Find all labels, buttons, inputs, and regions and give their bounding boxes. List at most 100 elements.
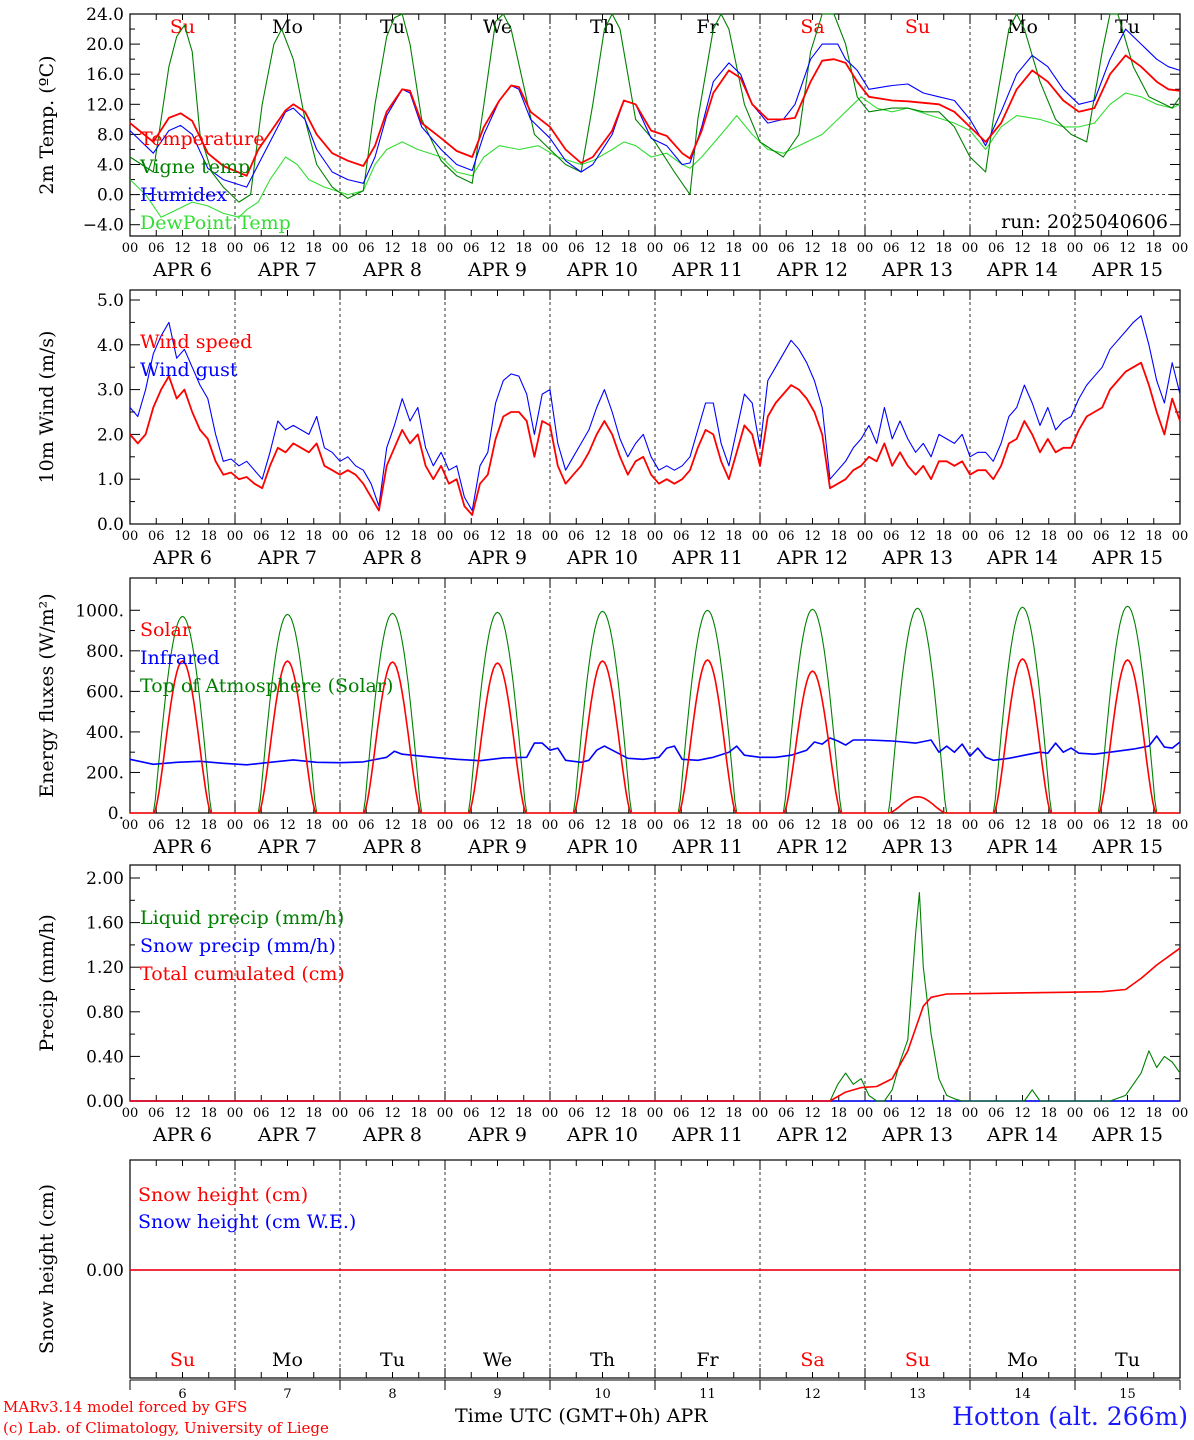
temp-date-label: APR 7 bbox=[257, 259, 317, 281]
energy-hour-label: 18 bbox=[515, 818, 532, 833]
temp-hour-label: 12 bbox=[1014, 241, 1031, 256]
temp-hour-label: 12 bbox=[1119, 241, 1136, 256]
precip-hour-label: 00 bbox=[647, 1106, 664, 1121]
temp-series-dewpoint-temp bbox=[129, 92, 1181, 218]
day-number-label: 7 bbox=[283, 1387, 291, 1402]
temp-hour-label: 00 bbox=[1172, 241, 1189, 256]
wind-series-wind-gust bbox=[129, 315, 1181, 512]
energy-hour-label: 18 bbox=[410, 818, 427, 833]
energy-hour-label: 06 bbox=[568, 818, 585, 833]
wind-y-tick-label: 2.0 bbox=[97, 425, 124, 445]
wind-date-label: APR 6 bbox=[152, 547, 212, 569]
energy-hour-label: 12 bbox=[909, 818, 926, 833]
energy-hour-label: 12 bbox=[1119, 818, 1136, 833]
temp-date-label: APR 14 bbox=[986, 259, 1058, 281]
wind-date-label: APR 12 bbox=[776, 547, 848, 569]
snow-legend-entry: Snow height (cm) bbox=[138, 1184, 308, 1206]
precip-hour-label: 00 bbox=[857, 1106, 874, 1121]
wind-hour-label: 18 bbox=[1145, 529, 1162, 544]
energy-series-top-of-atmosphere-solar- bbox=[130, 605, 1180, 814]
energy-hour-label: 18 bbox=[725, 818, 742, 833]
energy-hour-label: 06 bbox=[883, 818, 900, 833]
temp-date-label: APR 11 bbox=[671, 259, 743, 281]
energy-hour-label: 12 bbox=[594, 818, 611, 833]
temp-hour-label: 00 bbox=[857, 241, 874, 256]
precip-legend-entry: Total cumulated (cm) bbox=[140, 963, 345, 985]
energy-y-tick-label: 800. bbox=[86, 642, 124, 662]
temp-weekday-label: Tu bbox=[380, 16, 405, 38]
precip-date-label: APR 9 bbox=[467, 1124, 527, 1146]
temp-date-label: APR 15 bbox=[1091, 259, 1163, 281]
precip-hour-label: 18 bbox=[620, 1106, 637, 1121]
wind-hour-label: 12 bbox=[174, 529, 191, 544]
snow-weekday-label: Tu bbox=[1115, 1349, 1140, 1371]
wind-date-label: APR 8 bbox=[362, 547, 422, 569]
snow-weekday-label: Mo bbox=[272, 1349, 303, 1371]
wind-hour-label: 12 bbox=[909, 529, 926, 544]
precip-hour-label: 00 bbox=[332, 1106, 349, 1121]
energy-hour-label: 06 bbox=[1093, 818, 1110, 833]
temp-y-tick-label: 16.0 bbox=[86, 65, 124, 85]
temp-weekday-label: Su bbox=[905, 16, 930, 38]
temp-hour-label: 18 bbox=[410, 241, 427, 256]
temp-weekday-label: Th bbox=[590, 16, 615, 38]
precip-hour-label: 06 bbox=[988, 1106, 1005, 1121]
energy-hour-label: 00 bbox=[332, 818, 349, 833]
wind-y-tick-label: 0.0 bbox=[97, 515, 124, 535]
temp-hour-label: 00 bbox=[752, 241, 769, 256]
wind-hour-label: 06 bbox=[358, 529, 375, 544]
precip-y-tick-label: 2.00 bbox=[86, 869, 124, 889]
wind-y-tick-label: 5.0 bbox=[97, 291, 124, 311]
day-number-label: 8 bbox=[388, 1387, 396, 1402]
wind-hour-label: 00 bbox=[542, 529, 559, 544]
temp-hour-label: 00 bbox=[332, 241, 349, 256]
precip-hour-label: 12 bbox=[1014, 1106, 1031, 1121]
station-name: Hotton (alt. 266m) bbox=[952, 1402, 1188, 1431]
energy-hour-label: 06 bbox=[148, 818, 165, 833]
wind-hour-label: 18 bbox=[410, 529, 427, 544]
precip-hour-label: 06 bbox=[463, 1106, 480, 1121]
day-number-label: 13 bbox=[909, 1387, 926, 1402]
precip-hour-label: 18 bbox=[200, 1106, 217, 1121]
temp-hour-label: 12 bbox=[174, 241, 191, 256]
temp-hour-label: 06 bbox=[988, 241, 1005, 256]
energy-hour-label: 18 bbox=[935, 818, 952, 833]
energy-legend-entry: Infrared bbox=[140, 647, 220, 669]
temp-hour-label: 18 bbox=[620, 241, 637, 256]
precip-hour-label: 18 bbox=[515, 1106, 532, 1121]
temp-hour-label: 18 bbox=[1040, 241, 1057, 256]
energy-hour-label: 00 bbox=[227, 818, 244, 833]
temp-weekday-label: Mo bbox=[272, 16, 303, 38]
energy-date-label: APR 11 bbox=[671, 836, 743, 858]
temp-hour-label: 12 bbox=[594, 241, 611, 256]
snow-weekday-label: Th bbox=[590, 1349, 615, 1371]
temp-date-label: APR 6 bbox=[152, 259, 212, 281]
precip-hour-label: 06 bbox=[358, 1106, 375, 1121]
wind-hour-label: 00 bbox=[1067, 529, 1084, 544]
precip-date-label: APR 6 bbox=[152, 1124, 212, 1146]
precip-hour-label: 00 bbox=[122, 1106, 139, 1121]
day-number-label: 15 bbox=[1119, 1387, 1136, 1402]
temp-legend-entry: Temperature bbox=[140, 128, 264, 150]
wind-series-wind-speed bbox=[129, 361, 1181, 516]
wind-date-label: APR 14 bbox=[986, 547, 1058, 569]
temp-hour-label: 06 bbox=[253, 241, 270, 256]
energy-hour-label: 12 bbox=[1014, 818, 1031, 833]
snow-weekday-label: Su bbox=[905, 1349, 930, 1371]
precip-hour-label: 00 bbox=[542, 1106, 559, 1121]
wind-hour-label: 18 bbox=[200, 529, 217, 544]
precip-hour-label: 00 bbox=[752, 1106, 769, 1121]
temp-hour-label: 06 bbox=[673, 241, 690, 256]
temp-hour-label: 00 bbox=[542, 241, 559, 256]
precip-hour-label: 06 bbox=[778, 1106, 795, 1121]
energy-series-solar bbox=[130, 658, 1180, 814]
energy-hour-label: 06 bbox=[358, 818, 375, 833]
wind-hour-label: 12 bbox=[594, 529, 611, 544]
wind-hour-label: 06 bbox=[988, 529, 1005, 544]
energy-date-label: APR 15 bbox=[1091, 836, 1163, 858]
precip-hour-label: 18 bbox=[410, 1106, 427, 1121]
energy-hour-label: 18 bbox=[620, 818, 637, 833]
precip-date-label: APR 8 bbox=[362, 1124, 422, 1146]
lab-credit: (c) Lab. of Climatology, University of L… bbox=[3, 1419, 329, 1437]
temp-hour-label: 06 bbox=[463, 241, 480, 256]
